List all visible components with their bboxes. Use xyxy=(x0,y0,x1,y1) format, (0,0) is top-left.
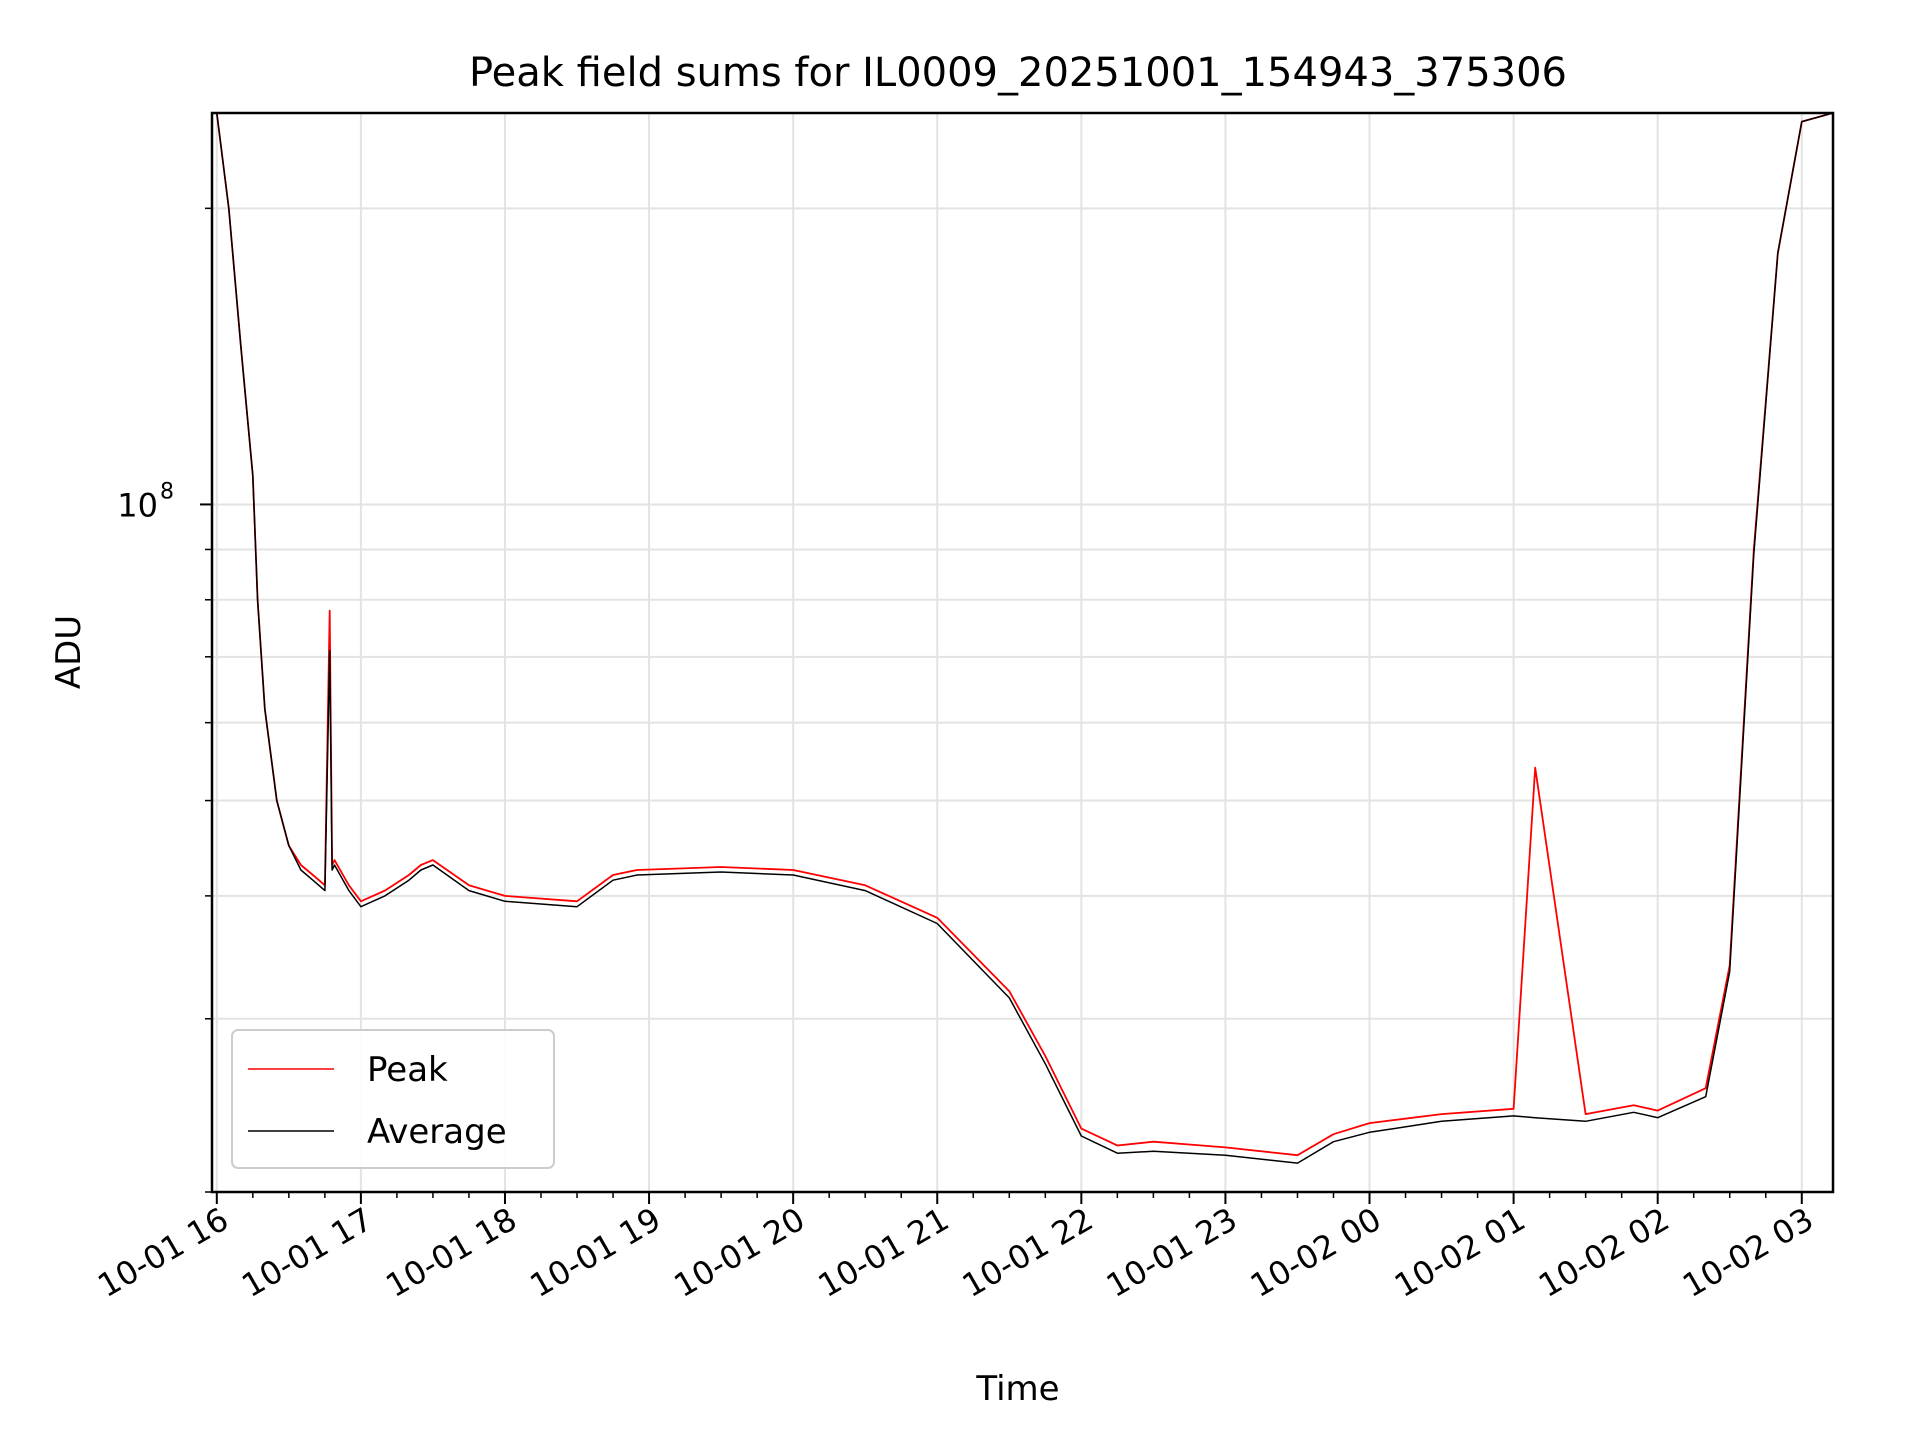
legend: Peak Average xyxy=(231,1029,555,1169)
y-tick-base: 10 xyxy=(117,486,158,524)
chart-title: Peak field sums for IL0009_20251001_1549… xyxy=(469,50,1567,96)
plot-frame xyxy=(210,111,1835,1194)
y-axis-label: ADU xyxy=(49,615,89,689)
legend-label-average: Average xyxy=(367,1112,507,1152)
y-tick-exponent: 8 xyxy=(160,479,174,504)
legend-label-peak: Peak xyxy=(367,1050,448,1090)
y-tick-label: 10 8 xyxy=(117,479,174,524)
series-line-peak xyxy=(215,113,1833,1157)
series-layer xyxy=(215,113,1833,1164)
x-axis-label: Time xyxy=(975,1369,1059,1409)
series-line-average xyxy=(216,113,1833,1164)
legend-frame xyxy=(231,1029,555,1169)
grid-layer xyxy=(212,113,1833,1193)
